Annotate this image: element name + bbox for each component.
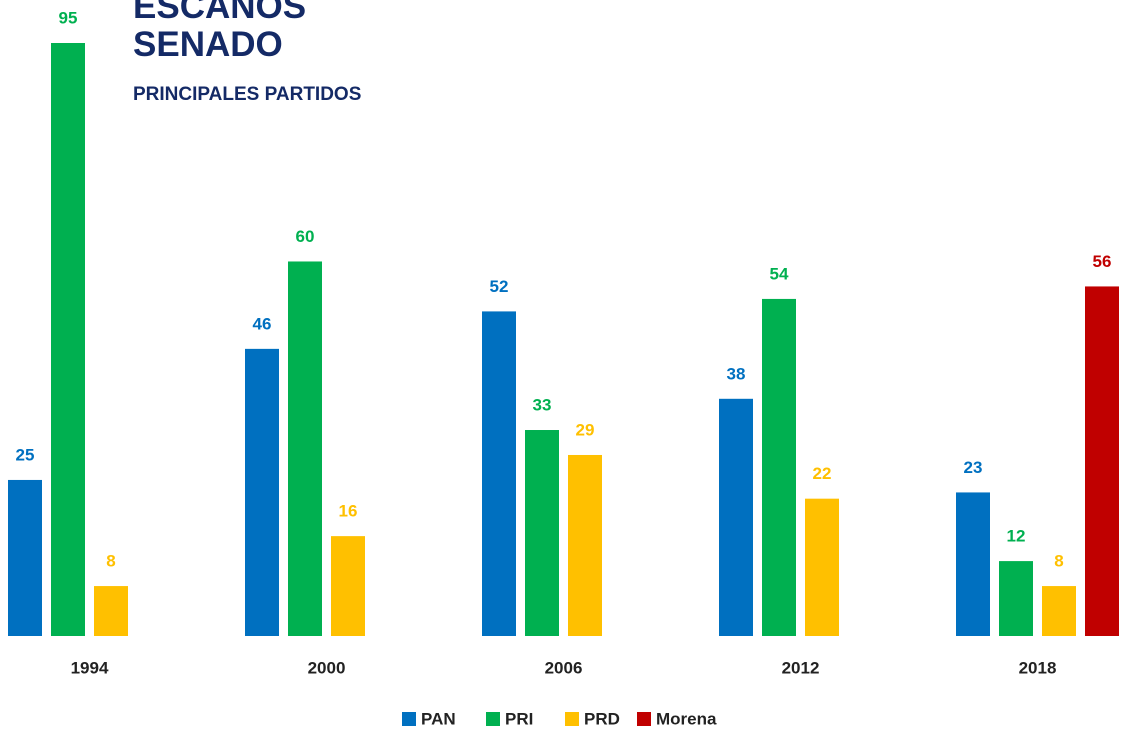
value-label: 8 xyxy=(106,552,115,571)
value-label: 16 xyxy=(339,502,358,521)
bar xyxy=(999,561,1033,636)
value-label: 22 xyxy=(813,464,832,483)
bar xyxy=(719,398,753,636)
legend-swatch xyxy=(637,712,651,726)
bar xyxy=(805,498,839,636)
chart-subtitle: PRINCIPALES PARTIDOS xyxy=(133,84,362,105)
x-tick-label: 2012 xyxy=(782,658,820,677)
bar xyxy=(331,536,365,636)
value-label: 25 xyxy=(16,445,35,464)
x-tick-label: 2018 xyxy=(1019,658,1057,677)
value-label: 38 xyxy=(727,364,746,383)
legend-label: PRI xyxy=(505,709,533,728)
value-label: 54 xyxy=(770,264,789,283)
legend-swatch xyxy=(565,712,579,726)
x-tick-label: 1994 xyxy=(71,658,109,677)
bar xyxy=(1042,586,1076,636)
value-label: 23 xyxy=(964,458,983,477)
bar xyxy=(482,311,516,636)
bar xyxy=(288,261,322,636)
bar xyxy=(1085,286,1119,636)
value-label: 8 xyxy=(1054,552,1063,571)
value-label: 33 xyxy=(533,395,552,414)
bar xyxy=(956,492,990,636)
value-label: 56 xyxy=(1093,252,1112,271)
legend-swatch xyxy=(486,712,500,726)
chart-title: ESCAÑOS SENADO xyxy=(133,0,307,64)
x-tick-label: 2000 xyxy=(308,658,346,677)
value-label: 29 xyxy=(576,420,595,439)
bar xyxy=(525,430,559,636)
value-label: 60 xyxy=(296,227,315,246)
bar xyxy=(568,454,602,636)
bar xyxy=(94,586,128,636)
value-label: 12 xyxy=(1007,527,1026,546)
bar xyxy=(51,43,85,636)
value-label: 95 xyxy=(59,8,78,27)
value-label: 52 xyxy=(490,277,509,296)
bar xyxy=(245,348,279,636)
x-tick-label: 2006 xyxy=(545,658,583,677)
legend-swatch xyxy=(402,712,416,726)
bar xyxy=(762,298,796,636)
legend-label: PAN xyxy=(421,709,456,728)
value-label: 46 xyxy=(253,314,272,333)
legend-label: Morena xyxy=(656,709,717,728)
bar xyxy=(8,479,42,636)
legend-label: PRD xyxy=(584,709,620,728)
